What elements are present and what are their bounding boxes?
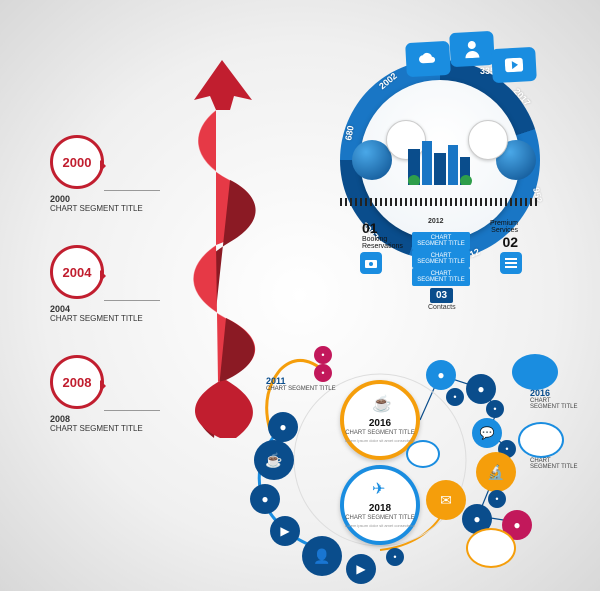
side-label: 2016 CHART SEGMENT TITLE (530, 388, 580, 410)
circular-infographic: 335 680 952 2002 2017 2007 2012 01 Booki… (300, 20, 580, 300)
blue-box: CHART SEGMENT TITLE (412, 250, 470, 268)
network-node: • (314, 364, 332, 382)
timeline-label-2004: 2004 CHART SEGMENT TITLE (50, 304, 143, 323)
speech-bubble-icon (466, 528, 516, 568)
network-node: 🔬 (476, 452, 516, 492)
network-node: ✉ (426, 480, 466, 520)
blue-box: CHART SEGMENT TITLE (412, 268, 470, 286)
network-node: ☕ (254, 440, 294, 480)
menu-icon (500, 252, 522, 274)
footer-left: 01 Booking Reservations (362, 220, 403, 250)
network-node: ▶ (346, 554, 376, 584)
timeline-bubble-2000: 2000 (50, 135, 104, 189)
speech-bubble-icon (518, 422, 564, 458)
callout-user (449, 31, 495, 67)
network-node: ● (426, 360, 456, 390)
timeline-label-2008: 2008 CHART SEGMENT TITLE (50, 414, 143, 433)
year: 2000 (63, 155, 92, 170)
road-bar (340, 198, 540, 206)
connector (104, 190, 160, 191)
timeline-bubble-2008: 2008 (50, 355, 104, 409)
camera-icon (360, 252, 382, 274)
callout-play (491, 47, 537, 83)
network-node: • (488, 490, 506, 508)
plane-icon: ✈ (372, 479, 385, 499)
connector (104, 300, 160, 301)
speech-bubble-icon (406, 440, 440, 468)
network-node: • (486, 400, 504, 418)
footer-mid-year: 2012 (428, 218, 444, 225)
lorem: Lorem ipsum dolor sit amet consectetur (344, 438, 416, 443)
speech-bubble-icon (512, 354, 558, 390)
network-node: ● (268, 412, 298, 442)
network-node: ● (250, 484, 280, 514)
network-node: • (446, 388, 464, 406)
year: 2008 (63, 375, 92, 390)
footer-right: Premium Services 02 (490, 220, 518, 250)
network-node: 💬 (472, 418, 502, 448)
cityscape-icon (404, 135, 476, 185)
hub-2018: ✈ 2018 CHART SEGMENT TITLE Lorem ipsum d… (340, 465, 420, 545)
cup-icon: ☕ (372, 394, 392, 414)
network-node: • (386, 548, 404, 566)
network-diagram: ☕ 2016 CHART SEGMENT TITLE Lorem ipsum d… (230, 340, 580, 580)
network-node: • (314, 346, 332, 364)
connector (104, 410, 160, 411)
footer-badge: 03 (430, 288, 453, 303)
network-node: ▶ (270, 516, 300, 546)
callout-cloud (405, 41, 451, 77)
timeline-label-2000: 2000 CHART SEGMENT TITLE (50, 194, 143, 213)
year: 2004 (63, 265, 92, 280)
footer-contacts: Contacts (428, 304, 456, 311)
network-node: 👤 (302, 536, 342, 576)
blue-box: CHART SEGMENT TITLE (412, 232, 470, 250)
timeline-bubble-2004: 2004 (50, 245, 104, 299)
lorem: Lorem ipsum dolor sit amet consectetur (344, 523, 416, 528)
